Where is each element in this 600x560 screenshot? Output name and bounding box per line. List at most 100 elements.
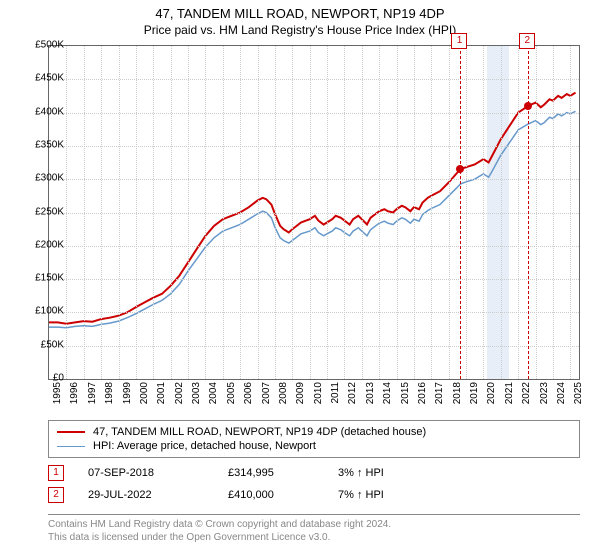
legend-label: HPI: Average price, detached house, Newp…: [93, 440, 316, 452]
legend: 47, TANDEM MILL ROAD, NEWPORT, NP19 4DP …: [48, 420, 580, 458]
y-axis-label: £450K: [8, 73, 64, 84]
gridline-h: [49, 213, 579, 214]
legend-label: 47, TANDEM MILL ROAD, NEWPORT, NP19 4DP …: [93, 426, 426, 438]
x-axis-label: 1999: [122, 382, 133, 412]
gridline-v: [205, 46, 206, 379]
sale-point-dot: [524, 102, 532, 110]
x-axis-label: 2015: [400, 382, 411, 412]
series-hpi: [49, 111, 576, 327]
gridline-v: [292, 46, 293, 379]
sales-table: 107-SEP-2018£314,9953% ↑ HPI229-JUL-2022…: [48, 462, 580, 506]
x-axis-label: 2023: [539, 382, 550, 412]
gridline-v: [258, 46, 259, 379]
gridline-v: [101, 46, 102, 379]
gridline-v: [240, 46, 241, 379]
legend-item: 47, TANDEM MILL ROAD, NEWPORT, NP19 4DP …: [57, 425, 571, 439]
chart-plot-area: [48, 45, 580, 380]
x-axis-label: 2005: [226, 382, 237, 412]
y-axis-label: £100K: [8, 306, 64, 317]
gridline-v: [136, 46, 137, 379]
x-axis-label: 2020: [486, 382, 497, 412]
sale-row: 2 29-JUL-2022£410,0007% ↑ HPI: [48, 484, 580, 506]
gridline-v: [483, 46, 484, 379]
sale-hpi-delta: 7% ↑ HPI: [338, 489, 448, 501]
gridline-h: [49, 279, 579, 280]
gridline-v: [518, 46, 519, 379]
gridline-v: [414, 46, 415, 379]
y-axis-label: £300K: [8, 173, 64, 184]
x-axis-label: 2016: [417, 382, 428, 412]
sale-marker-label: 2: [519, 33, 535, 49]
gridline-v: [466, 46, 467, 379]
gridline-v: [501, 46, 502, 379]
gridline-v: [553, 46, 554, 379]
x-axis-label: 2008: [278, 382, 289, 412]
sale-date: 29-JUL-2022: [88, 489, 228, 501]
gridline-v: [171, 46, 172, 379]
chart-subtitle: Price paid vs. HM Land Registry's House …: [0, 21, 600, 37]
gridline-v: [327, 46, 328, 379]
x-axis-label: 2013: [365, 382, 376, 412]
y-axis-label: £250K: [8, 206, 64, 217]
sale-point-dot: [456, 165, 464, 173]
gridline-v: [449, 46, 450, 379]
x-axis-label: 2012: [347, 382, 358, 412]
gridline-v: [379, 46, 380, 379]
gridline-v: [310, 46, 311, 379]
gridline-v: [275, 46, 276, 379]
sale-marker-line: [528, 46, 529, 379]
footer-line1: Contains HM Land Registry data © Crown c…: [48, 518, 580, 531]
sale-marker-icon: 1: [48, 465, 64, 481]
y-axis-label: £150K: [8, 273, 64, 284]
gridline-v: [344, 46, 345, 379]
x-axis-label: 2000: [139, 382, 150, 412]
gridline-v: [84, 46, 85, 379]
y-axis-label: £350K: [8, 139, 64, 150]
x-axis-label: 2017: [434, 382, 445, 412]
series-price_paid: [49, 93, 576, 324]
gridline-h: [49, 113, 579, 114]
gridline-h: [49, 246, 579, 247]
x-axis-label: 2019: [469, 382, 480, 412]
legend-item: HPI: Average price, detached house, Newp…: [57, 439, 571, 453]
sale-row: 107-SEP-2018£314,9953% ↑ HPI: [48, 462, 580, 484]
x-axis-label: 1998: [104, 382, 115, 412]
gridline-v: [397, 46, 398, 379]
x-axis-label: 2018: [452, 382, 463, 412]
y-axis-label: £400K: [8, 106, 64, 117]
x-axis-label: 2014: [382, 382, 393, 412]
x-axis-label: 1995: [52, 382, 63, 412]
gridline-v: [223, 46, 224, 379]
x-axis-label: 2009: [295, 382, 306, 412]
gridline-v: [188, 46, 189, 379]
sale-date: 07-SEP-2018: [88, 467, 228, 479]
gridline-h: [49, 346, 579, 347]
sale-price: £410,000: [228, 489, 338, 501]
x-axis-label: 1997: [87, 382, 98, 412]
x-axis-label: 2002: [174, 382, 185, 412]
x-axis-label: 2004: [208, 382, 219, 412]
x-axis-label: 2011: [330, 382, 341, 412]
x-axis-label: 2010: [313, 382, 324, 412]
legend-swatch: [57, 446, 85, 447]
footer-attribution: Contains HM Land Registry data © Crown c…: [48, 518, 580, 544]
gridline-h: [49, 312, 579, 313]
footer-line2: This data is licensed under the Open Gov…: [48, 531, 580, 544]
x-axis-label: 2024: [556, 382, 567, 412]
gridline-v: [119, 46, 120, 379]
gridline-h: [49, 179, 579, 180]
gridline-h: [49, 146, 579, 147]
legend-swatch: [57, 431, 85, 433]
gridline-v: [536, 46, 537, 379]
y-axis-label: £500K: [8, 40, 64, 51]
x-axis-label: 2025: [573, 382, 584, 412]
gridline-v: [153, 46, 154, 379]
divider: [48, 514, 580, 515]
gridline-v: [66, 46, 67, 379]
x-axis-label: 2006: [243, 382, 254, 412]
gridline-h: [49, 79, 579, 80]
sale-marker-line: [460, 46, 461, 379]
sale-hpi-delta: 3% ↑ HPI: [338, 467, 448, 479]
chart-container: 47, TANDEM MILL ROAD, NEWPORT, NP19 4DP …: [0, 0, 600, 560]
sale-marker-icon: 2: [48, 487, 64, 503]
